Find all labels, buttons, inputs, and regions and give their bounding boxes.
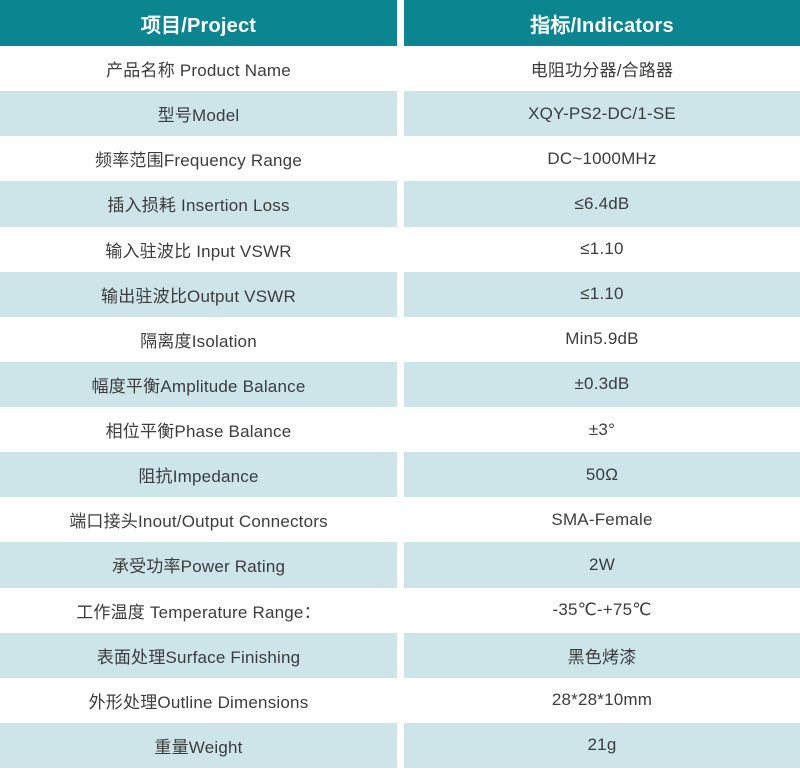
header-project-cell: 项目/Project bbox=[0, 0, 397, 46]
indicator-cell: 28*28*10mm bbox=[404, 677, 800, 723]
project-cell: 输出驻波比Output VSWR bbox=[0, 271, 397, 317]
table-row-phase-balance: 相位平衡Phase Balance ±3° bbox=[0, 407, 800, 453]
table-row-frequency-range: 频率范围Frequency Range DC~1000MHz bbox=[0, 136, 800, 182]
project-cell: 频率范围Frequency Range bbox=[0, 136, 397, 182]
table-row-output-vswr: 输出驻波比Output VSWR ≤1.10 bbox=[0, 271, 800, 317]
table-row-power-rating: 承受功率Power Rating 2W bbox=[0, 542, 800, 588]
table-row-input-vswr: 输入驻波比 Input VSWR ≤1.10 bbox=[0, 226, 800, 272]
project-cell: 插入损耗 Insertion Loss bbox=[0, 181, 397, 227]
indicator-cell: -35℃-+75℃ bbox=[404, 587, 800, 633]
table-row-weight: 重量Weight 21g bbox=[0, 722, 800, 768]
project-cell: 阻抗Impedance bbox=[0, 452, 397, 498]
indicator-cell: ±0.3dB bbox=[404, 361, 800, 407]
project-cell: 外形处理Outline Dimensions bbox=[0, 677, 397, 723]
project-cell: 端口接头Inout/Output Connectors bbox=[0, 497, 397, 543]
indicator-cell: 50Ω bbox=[404, 452, 800, 498]
project-cell: 承受功率Power Rating bbox=[0, 542, 397, 588]
project-cell: 幅度平衡Amplitude Balance bbox=[0, 361, 397, 407]
project-cell: 工作温度 Temperature Range： bbox=[0, 587, 397, 633]
table-row-amplitude-balance: 幅度平衡Amplitude Balance ±0.3dB bbox=[0, 361, 800, 407]
table-row-impedance: 阻抗Impedance 50Ω bbox=[0, 452, 800, 498]
header-indicator-cell: 指标/Indicators bbox=[404, 0, 800, 46]
table-row-model: 型号Model XQY-PS2-DC/1-SE bbox=[0, 91, 800, 137]
table-row-surface-finishing: 表面处理Surface Finishing 黑色烤漆 bbox=[0, 632, 800, 678]
table-row-insertion-loss: 插入损耗 Insertion Loss ≤6.4dB bbox=[0, 181, 800, 227]
table-header-row: 项目/Project 指标/Indicators bbox=[0, 0, 800, 46]
indicator-cell: 2W bbox=[404, 542, 800, 588]
indicator-cell: 黑色烤漆 bbox=[404, 632, 800, 678]
indicator-cell: XQY-PS2-DC/1-SE bbox=[404, 91, 800, 137]
project-cell: 输入驻波比 Input VSWR bbox=[0, 226, 397, 272]
indicator-cell: DC~1000MHz bbox=[404, 136, 800, 182]
project-cell: 产品名称 Product Name bbox=[0, 46, 397, 92]
table-row-isolation: 隔离度Isolation Min5.9dB bbox=[0, 316, 800, 362]
project-cell: 相位平衡Phase Balance bbox=[0, 407, 397, 453]
table-row-temperature-range: 工作温度 Temperature Range： -35℃-+75℃ bbox=[0, 587, 800, 633]
indicator-cell: ±3° bbox=[404, 407, 800, 453]
project-cell: 隔离度Isolation bbox=[0, 316, 397, 362]
project-cell: 重量Weight bbox=[0, 722, 397, 768]
indicator-cell: 电阻功分器/合路器 bbox=[404, 46, 800, 92]
indicator-cell: Min5.9dB bbox=[404, 316, 800, 362]
indicator-cell: ≤1.10 bbox=[404, 226, 800, 272]
indicator-cell: ≤1.10 bbox=[404, 271, 800, 317]
indicator-cell: 21g bbox=[404, 722, 800, 768]
indicator-cell: ≤6.4dB bbox=[404, 181, 800, 227]
table-row-product-name: 产品名称 Product Name 电阻功分器/合路器 bbox=[0, 46, 800, 92]
indicator-cell: SMA-Female bbox=[404, 497, 800, 543]
project-cell: 型号Model bbox=[0, 91, 397, 137]
table-row-outline-dimensions: 外形处理Outline Dimensions 28*28*10mm bbox=[0, 677, 800, 723]
table-row-connectors: 端口接头Inout/Output Connectors SMA-Female bbox=[0, 497, 800, 543]
project-cell: 表面处理Surface Finishing bbox=[0, 632, 397, 678]
